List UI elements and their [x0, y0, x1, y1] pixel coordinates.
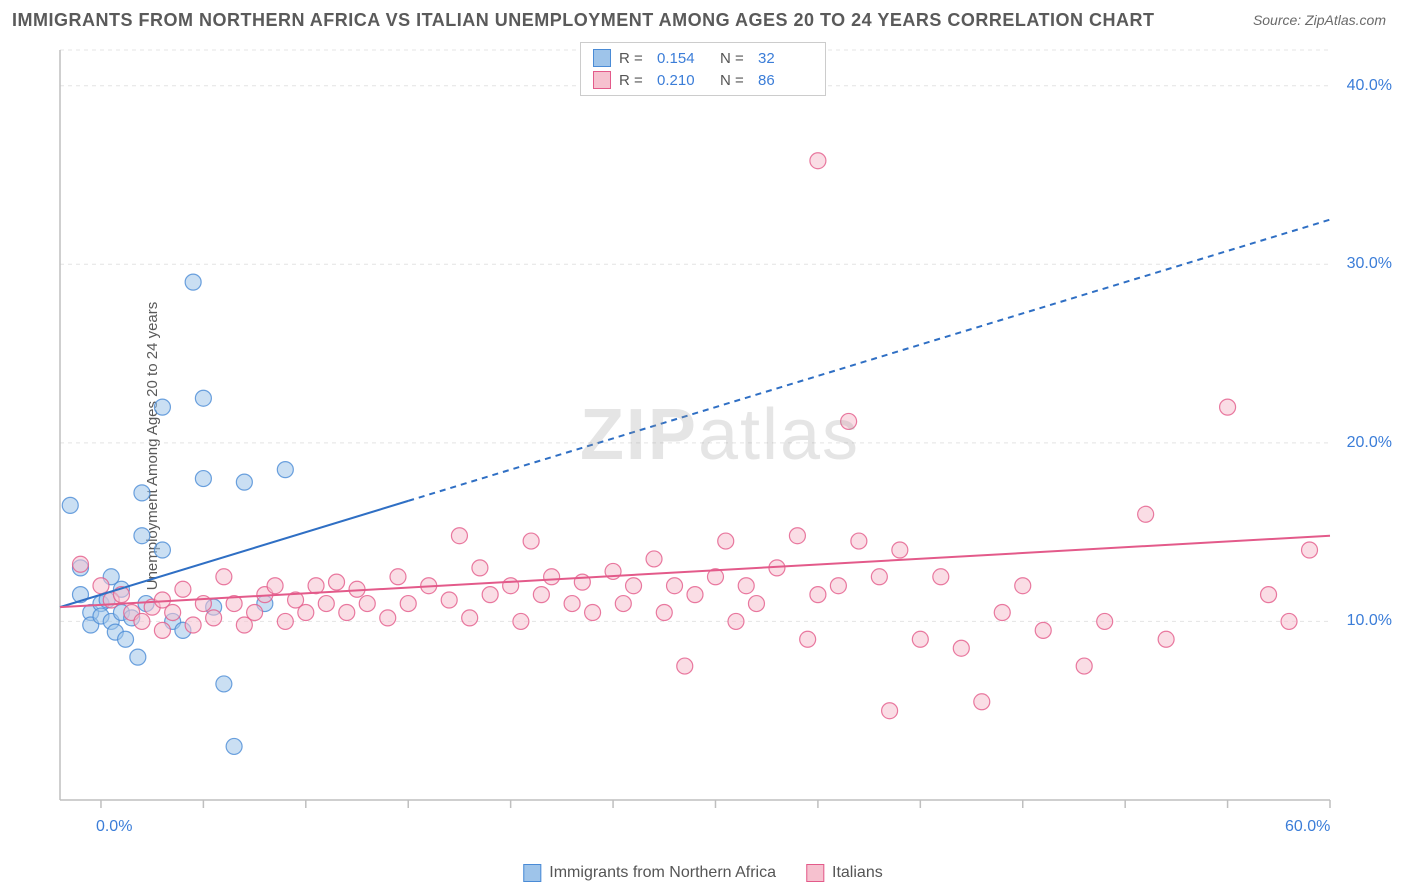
- legend-item-a: Immigrants from Northern Africa: [523, 864, 776, 882]
- y-tick-label: 20.0%: [1347, 434, 1392, 452]
- legend-r-label: R =: [619, 50, 649, 67]
- source-attribution: Source: ZipAtlas.com: [1253, 12, 1386, 28]
- legend-label-a: Immigrants from Northern Africa: [549, 864, 776, 882]
- legend-swatch-b: [593, 71, 611, 89]
- legend-n-label: N =: [720, 72, 750, 89]
- legend-r-value-b: 0.210: [657, 72, 712, 89]
- legend-swatch-b-icon: [806, 864, 824, 882]
- y-tick-label: 30.0%: [1347, 255, 1392, 273]
- chart-container: IMMIGRANTS FROM NORTHERN AFRICA VS ITALI…: [0, 0, 1406, 892]
- legend-r-label: R =: [619, 72, 649, 89]
- x-tick-label: 60.0%: [1285, 818, 1330, 836]
- legend-n-value-b: 86: [758, 72, 813, 89]
- chart-svg: [50, 40, 1390, 830]
- legend-series: Immigrants from Northern Africa Italians: [523, 864, 882, 882]
- x-tick-label: 0.0%: [96, 818, 132, 836]
- y-tick-label: 10.0%: [1347, 612, 1392, 630]
- chart-title: IMMIGRANTS FROM NORTHERN AFRICA VS ITALI…: [12, 10, 1155, 31]
- legend-n-value-a: 32: [758, 50, 813, 67]
- legend-swatch-a: [593, 49, 611, 67]
- y-tick-label: 40.0%: [1347, 77, 1392, 95]
- legend-row-series-a: R = 0.154 N = 32: [593, 47, 813, 69]
- legend-swatch-a-icon: [523, 864, 541, 882]
- plot-area: ZIPatlas: [50, 40, 1390, 830]
- legend-r-value-a: 0.154: [657, 50, 712, 67]
- legend-item-b: Italians: [806, 864, 883, 882]
- legend-row-series-b: R = 0.210 N = 86: [593, 69, 813, 91]
- legend-label-b: Italians: [832, 864, 883, 882]
- legend-correlation: R = 0.154 N = 32 R = 0.210 N = 86: [580, 42, 826, 96]
- legend-n-label: N =: [720, 50, 750, 67]
